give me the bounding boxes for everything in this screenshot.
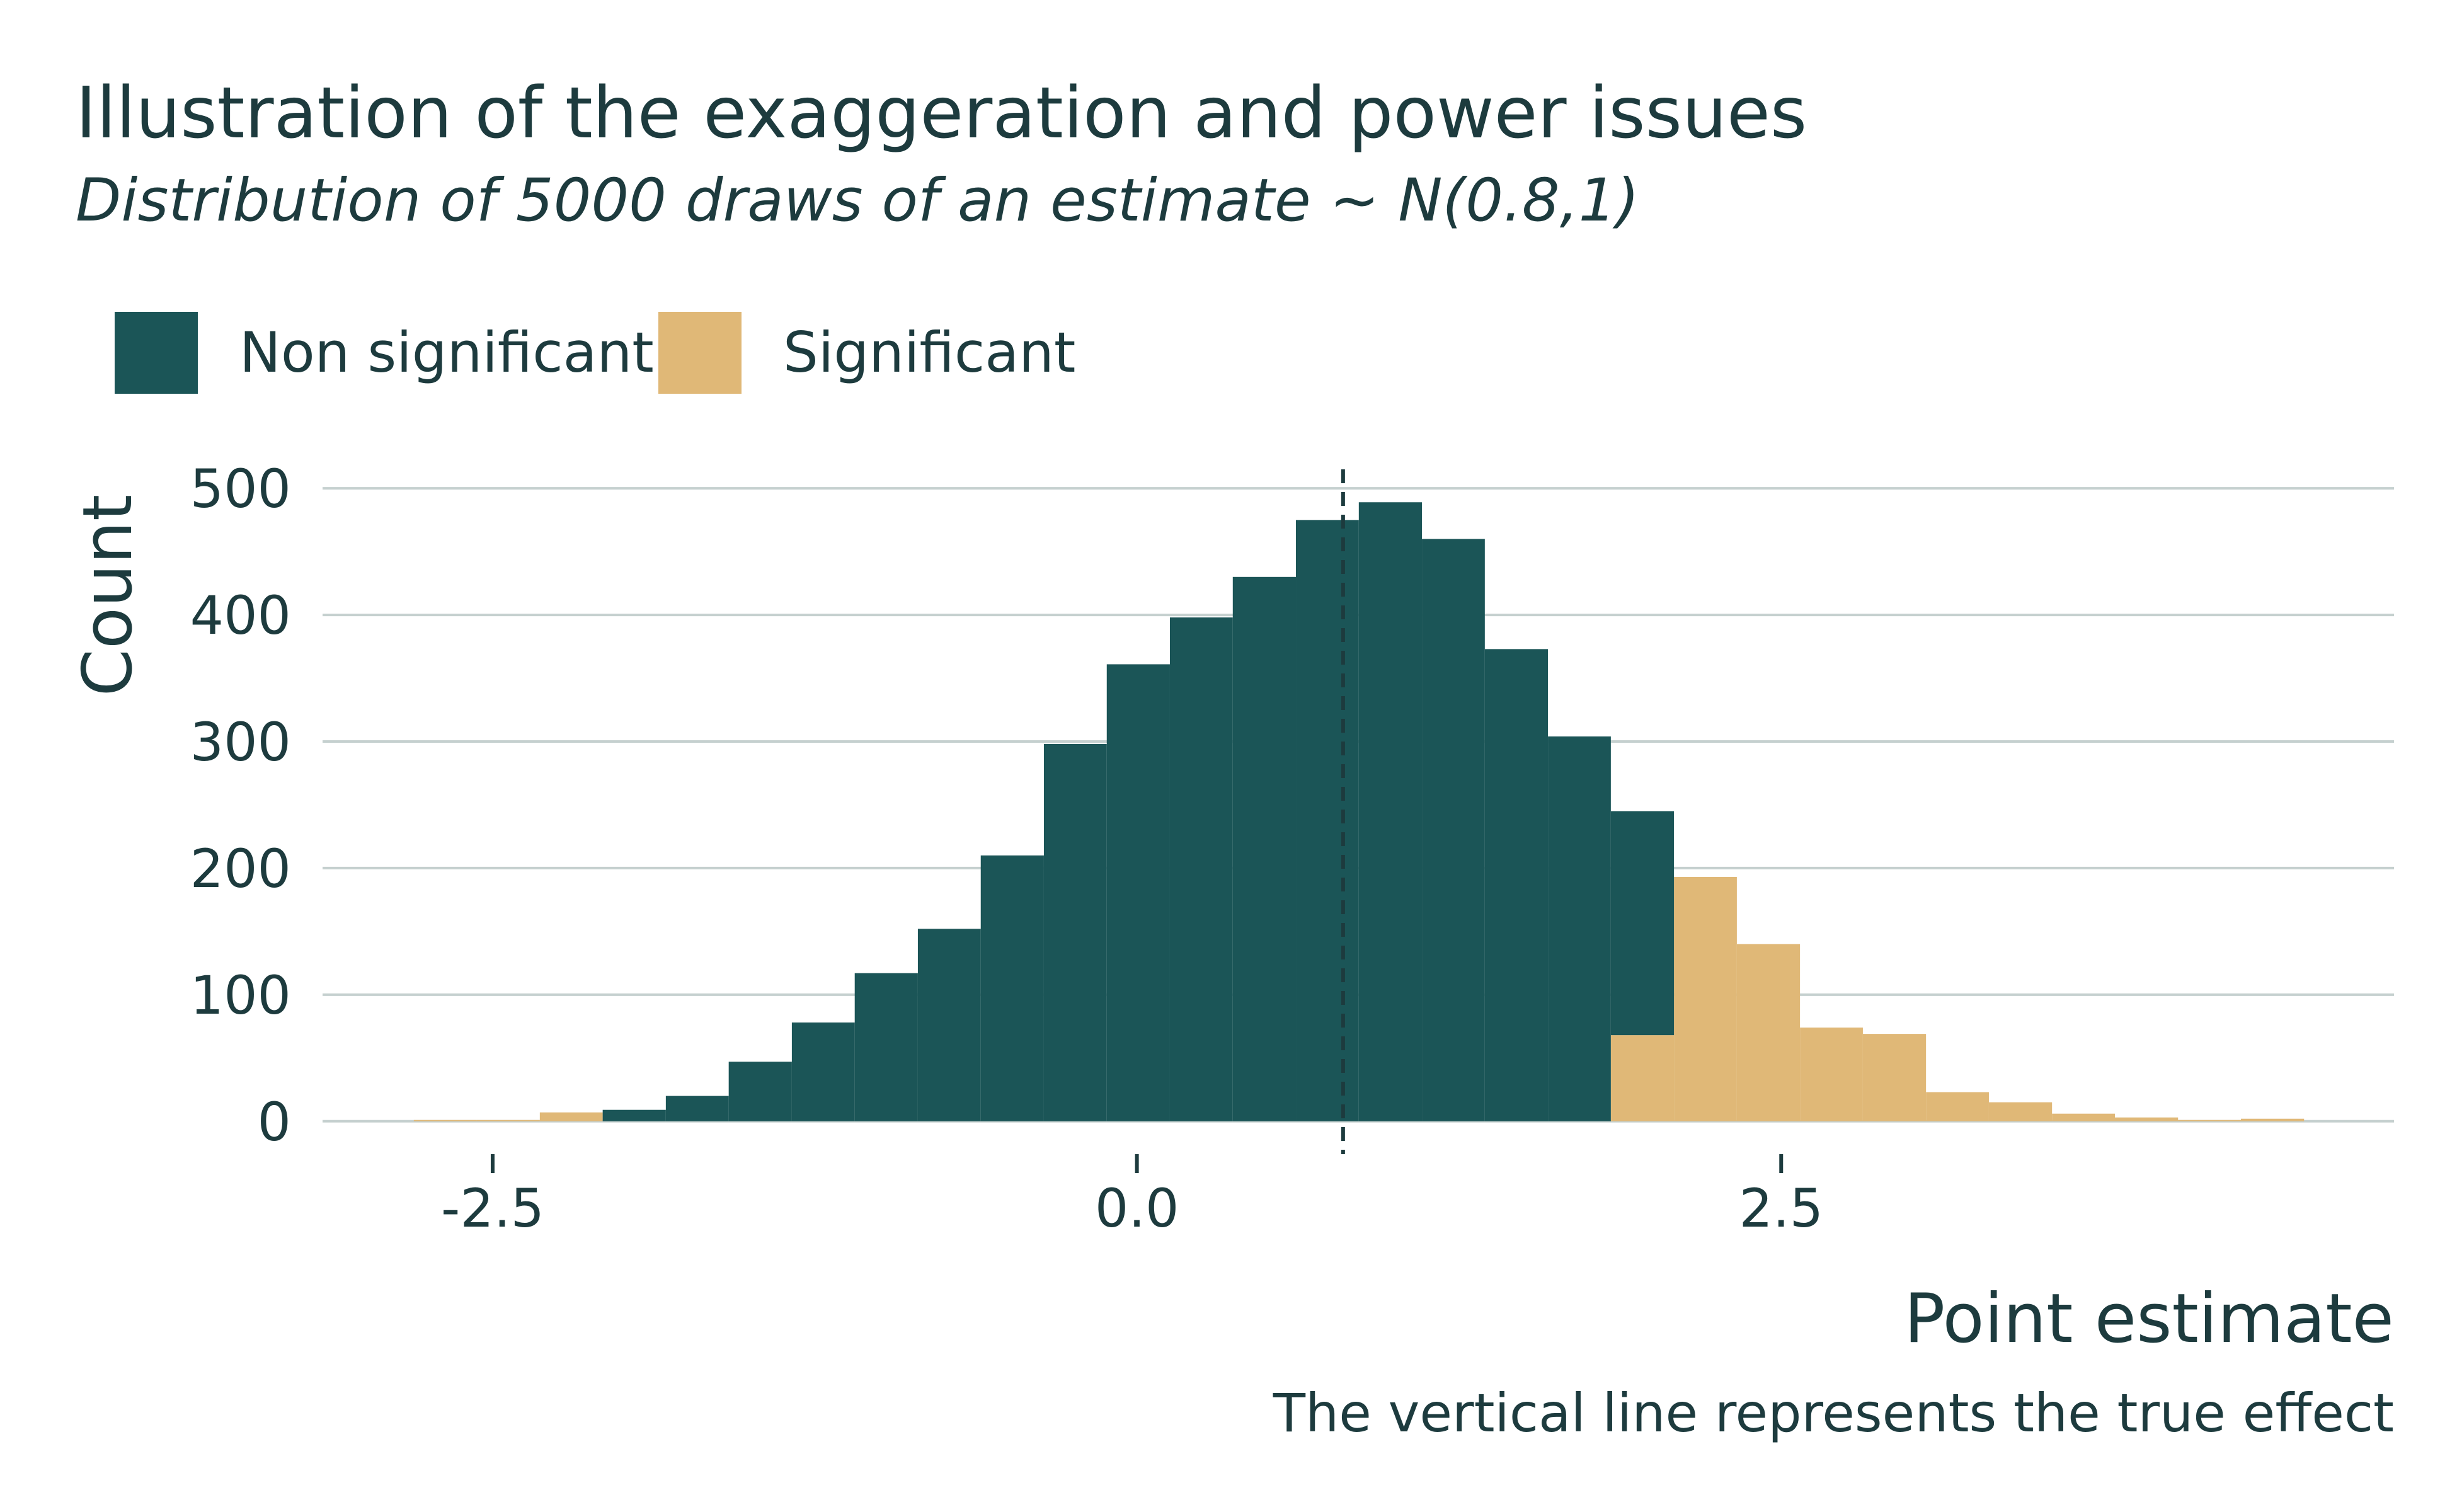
x-axis-title: Point estimate [1904, 1280, 2394, 1358]
histogram-bar [1736, 944, 1801, 1121]
y-tick-label: 200 [190, 838, 291, 900]
y-tick-label: 500 [190, 458, 291, 520]
histogram-bar [980, 855, 1044, 1121]
caption: The vertical line represents the true ef… [1273, 1382, 2394, 1444]
histogram-bar [2241, 1118, 2305, 1121]
histogram-bar [1674, 876, 1737, 1121]
histogram-bar [1232, 576, 1297, 1121]
histogram-bar [2178, 1120, 2242, 1121]
legend-label: Non significant [239, 320, 654, 385]
legend-label: Significant [783, 320, 1075, 385]
histogram-bar [854, 973, 918, 1121]
y-tick-label: 100 [190, 965, 291, 1026]
histogram-bar [1169, 617, 1233, 1121]
y-tick-label: 300 [190, 711, 291, 773]
chart-title: Illustration of the exaggeration and pow… [76, 72, 1807, 154]
histogram-bar [1862, 1034, 1927, 1121]
histogram-bar [2114, 1117, 2179, 1121]
histogram-bar [1106, 664, 1170, 1121]
histogram-bar [1296, 520, 1359, 1121]
histogram-bar [476, 1120, 540, 1121]
histogram-bar [1043, 744, 1107, 1121]
histogram-bar [1484, 649, 1549, 1121]
histogram-bar [791, 1022, 855, 1121]
histogram-bar [1610, 1035, 1675, 1121]
histogram-bar [1610, 811, 1675, 1036]
y-tick-label: 0 [258, 1091, 291, 1153]
histogram-bar [665, 1096, 729, 1121]
chart-subtitle: Distribution of 5000 draws of an estimat… [76, 166, 1639, 235]
histogram-bar [602, 1109, 666, 1121]
histogram-bar [917, 929, 981, 1121]
histogram-bar [1988, 1102, 2053, 1121]
histogram-bar [413, 1120, 477, 1121]
histogram-bar [1926, 1092, 1989, 1121]
histogram-bar [539, 1112, 603, 1121]
y-tick-label: 400 [190, 585, 291, 646]
histogram-bar [1358, 502, 1423, 1121]
legend-key [115, 312, 198, 394]
histogram-bar [2052, 1113, 2115, 1121]
histogram-bar [1800, 1028, 1863, 1121]
x-tick-label: 2.5 [1739, 1177, 1823, 1239]
y-axis-title: Count [69, 495, 147, 697]
histogram-bar [1422, 539, 1485, 1121]
histogram-bar [1548, 736, 1611, 1121]
x-tick-label: 0.0 [1095, 1177, 1179, 1239]
legend-key [658, 312, 742, 394]
histogram-bar [728, 1062, 792, 1121]
x-tick-label: -2.5 [441, 1177, 544, 1239]
